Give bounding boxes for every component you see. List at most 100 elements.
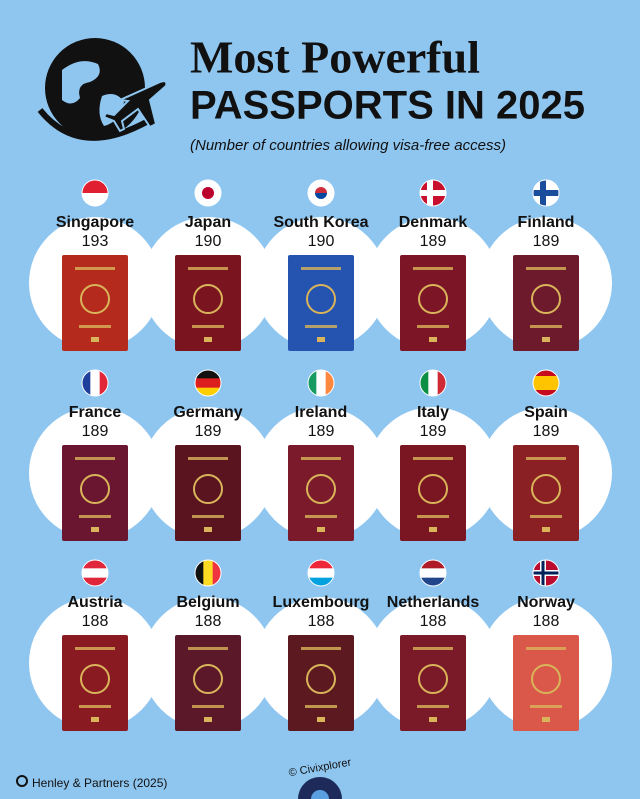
passport-emblem bbox=[80, 284, 110, 314]
passport-card: Ireland 189 bbox=[288, 369, 354, 541]
flag-stripe bbox=[82, 577, 108, 586]
passport-line bbox=[530, 515, 562, 518]
passport-line bbox=[192, 325, 224, 328]
flag-stripe bbox=[82, 180, 108, 194]
passport-card: Denmark 189 bbox=[399, 179, 467, 351]
flag-ring bbox=[532, 179, 560, 207]
passport-line bbox=[75, 267, 115, 270]
flag bbox=[82, 560, 108, 586]
visa-free-count: 189 bbox=[195, 423, 222, 440]
flag bbox=[420, 180, 446, 206]
flag-stripe bbox=[308, 560, 334, 569]
flag bbox=[195, 560, 221, 586]
globe-icon bbox=[37, 38, 168, 141]
flag bbox=[533, 180, 559, 206]
flag-disc bbox=[315, 193, 327, 199]
passport-chip bbox=[91, 527, 99, 532]
flag-stripe bbox=[203, 560, 214, 586]
passport-line bbox=[188, 647, 228, 650]
flag-stripe bbox=[195, 387, 221, 396]
country-name: Germany bbox=[173, 404, 242, 421]
flag-stripe bbox=[195, 378, 221, 389]
country-name: Luxembourg bbox=[273, 594, 370, 611]
passport-emblem bbox=[531, 664, 561, 694]
flag-stripe bbox=[82, 560, 108, 569]
passport-card: South Korea 190 bbox=[273, 179, 369, 351]
passport-card: Singapore 193 bbox=[56, 179, 134, 351]
visa-free-count: 189 bbox=[420, 423, 447, 440]
passport-line bbox=[75, 457, 115, 460]
passport-line bbox=[301, 647, 341, 650]
passport-chip bbox=[542, 337, 550, 342]
passport-line bbox=[413, 647, 453, 650]
passport-card: Norway 188 bbox=[513, 559, 579, 731]
passport-chip bbox=[317, 527, 325, 532]
passport-cover bbox=[288, 255, 354, 351]
visa-free-count: 193 bbox=[82, 233, 109, 250]
flag bbox=[308, 180, 334, 206]
flag-ring bbox=[419, 559, 447, 587]
passport-card: Austria 188 bbox=[62, 559, 128, 731]
country-name: Spain bbox=[524, 404, 568, 421]
passport-cover bbox=[288, 635, 354, 731]
passport-emblem bbox=[531, 474, 561, 504]
visa-free-count: 189 bbox=[308, 423, 335, 440]
source-icon bbox=[16, 775, 28, 787]
flag bbox=[533, 560, 559, 586]
flag-stripe bbox=[533, 390, 559, 396]
flag-ring bbox=[532, 369, 560, 397]
title-line2: PASSPORTS IN 2025 bbox=[190, 84, 585, 128]
flag-stripe bbox=[420, 577, 446, 586]
passport-emblem bbox=[531, 284, 561, 314]
flag bbox=[420, 370, 446, 396]
passport-emblem bbox=[80, 664, 110, 694]
passport-cover bbox=[288, 445, 354, 541]
passport-line bbox=[417, 705, 449, 708]
passport-emblem bbox=[193, 474, 223, 504]
passport-card: Italy 189 bbox=[400, 369, 466, 541]
passport-cover bbox=[513, 255, 579, 351]
flag-cross bbox=[533, 571, 559, 575]
passport-cover bbox=[62, 445, 128, 541]
country-name: Ireland bbox=[295, 404, 347, 421]
passport-chip bbox=[429, 527, 437, 532]
visa-free-count: 188 bbox=[195, 613, 222, 630]
passport-line bbox=[526, 267, 566, 270]
flag-stripe bbox=[308, 370, 317, 396]
flag-cross bbox=[533, 190, 559, 196]
passport-emblem bbox=[80, 474, 110, 504]
passport-cover bbox=[175, 445, 241, 541]
flag-stripe bbox=[533, 370, 559, 377]
passport-line bbox=[75, 647, 115, 650]
flag-ring bbox=[307, 369, 335, 397]
passport-chip bbox=[317, 717, 325, 722]
passport-line bbox=[79, 515, 111, 518]
flag-stripe bbox=[82, 568, 108, 579]
passport-card: Luxembourg 188 bbox=[273, 559, 370, 731]
passport-card: Belgium 188 bbox=[175, 559, 241, 731]
flag-ring bbox=[81, 179, 109, 207]
source: Henley & Partners (2025) bbox=[32, 776, 167, 790]
passport-line bbox=[301, 267, 341, 270]
country-name: Austria bbox=[67, 594, 122, 611]
visa-free-count: 189 bbox=[82, 423, 109, 440]
passport-chip bbox=[429, 337, 437, 342]
passport-line bbox=[192, 705, 224, 708]
flag-stripe bbox=[420, 560, 446, 569]
passport-cover bbox=[62, 255, 128, 351]
visa-free-count: 190 bbox=[195, 233, 222, 250]
logo bbox=[298, 777, 342, 799]
flag-ring bbox=[307, 179, 335, 207]
logo-inner bbox=[311, 790, 329, 799]
visa-free-count: 189 bbox=[420, 233, 447, 250]
flag-ring bbox=[307, 559, 335, 587]
flag-stripe bbox=[325, 370, 334, 396]
passport-line bbox=[79, 325, 111, 328]
passport-chip bbox=[317, 337, 325, 342]
flag-stripe bbox=[533, 376, 559, 384]
passport-line bbox=[79, 705, 111, 708]
passport-cover bbox=[400, 635, 466, 731]
flag-ring bbox=[532, 559, 560, 587]
flag-stripe bbox=[195, 560, 204, 586]
flag-stripe bbox=[420, 370, 429, 396]
